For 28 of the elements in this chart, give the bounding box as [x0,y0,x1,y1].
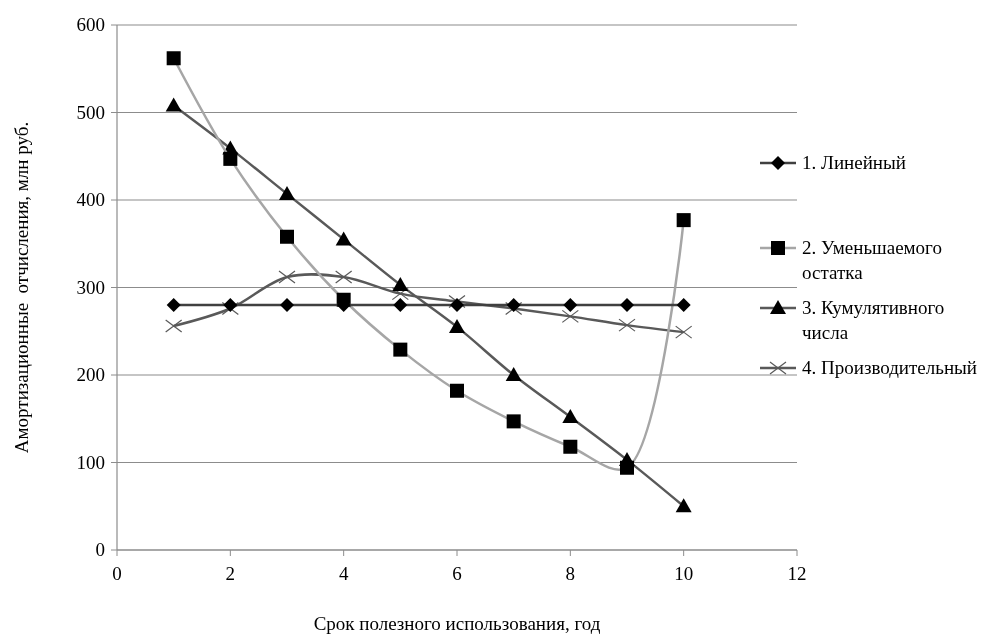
point [675,325,693,339]
point [391,287,409,301]
x-tick-label: 4 [338,563,349,584]
y-tick-label: 400 [76,189,105,210]
point [561,309,579,323]
x-tick-label: 12 [787,563,807,584]
y-tick-label: 500 [76,101,105,123]
x-tick-label: 6 [452,563,462,584]
legend-label: 4. Производительный [802,357,978,378]
x-tick-label: 2 [225,563,236,584]
point [278,270,296,284]
y-tick-label: 600 [76,14,105,35]
x-tick-label: 0 [112,563,122,584]
x-tick-label: 8 [565,563,576,584]
point [618,318,636,332]
point [335,270,353,284]
y-tick-label: 300 [76,276,105,298]
x-tick-label: 10 [674,563,694,584]
legend-label: 1. Линейный [802,152,906,173]
y-tick-label: 200 [76,364,105,385]
y-tick-label: 100 [76,451,105,473]
legend-label: 3. Кумулятивного числа [802,297,945,343]
point [448,294,466,309]
x-axis-title: Срок полезного использования, год [313,613,601,634]
legend-label: 2. Уменьшаемого остатка [802,237,942,283]
y-tick-label: 0 [95,539,105,560]
y-axis-title: Амортизационные отчисления, млн руб. [11,121,32,454]
point [165,319,183,333]
